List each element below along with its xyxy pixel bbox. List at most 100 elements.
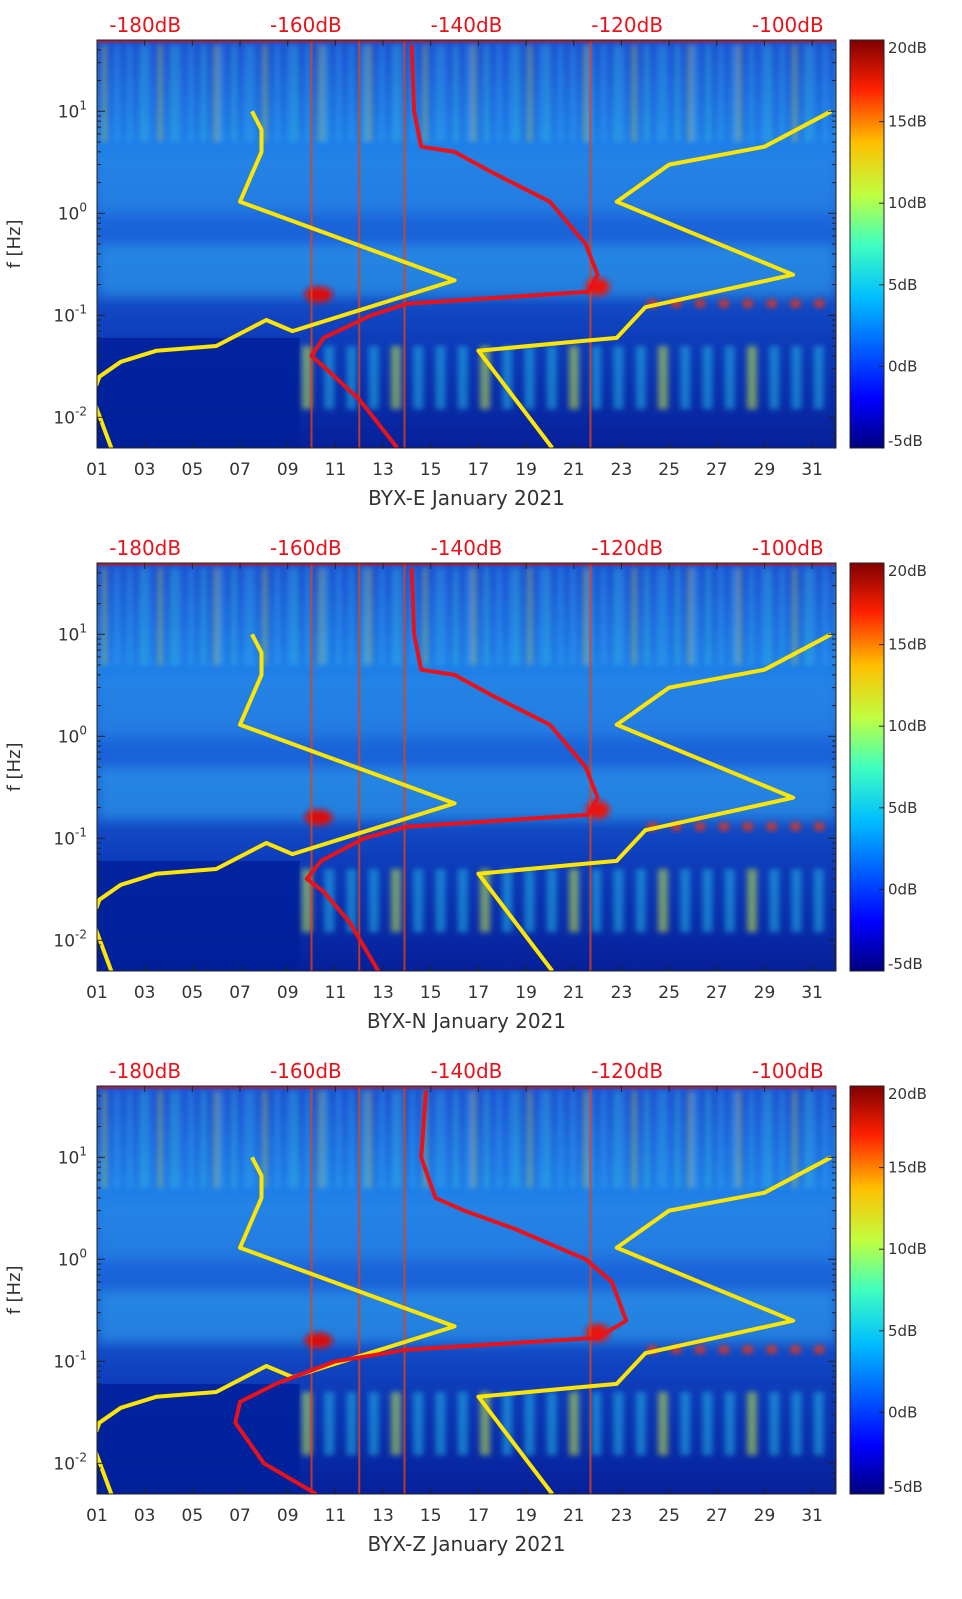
x-tick-label: 21 <box>563 460 585 480</box>
colorbar-label: 15dB <box>888 636 927 654</box>
lf-bars <box>302 869 824 933</box>
colorbar-label: -5dB <box>888 432 923 450</box>
db-axis-label: -120dB <box>591 13 663 37</box>
x-tick-label: 29 <box>754 1506 776 1526</box>
y-axis-label: f [Hz] <box>4 742 25 791</box>
x-tick-label: 13 <box>372 983 394 1003</box>
low-power-region <box>97 860 300 971</box>
x-tick-label: 27 <box>706 1506 728 1526</box>
spectrogram-area <box>97 40 836 448</box>
x-tick-label: 29 <box>754 983 776 1003</box>
x-tick-label: 25 <box>658 983 680 1003</box>
y-tick-label: 10-2 <box>53 1450 87 1474</box>
x-tick-label: 27 <box>706 460 728 480</box>
y-axis-label: f [Hz] <box>4 1265 25 1314</box>
x-tick-label: 15 <box>420 460 442 480</box>
db-axis-label: -180dB <box>109 536 181 560</box>
colorbar-label: 20dB <box>888 39 927 57</box>
colorbar-label: 5dB <box>888 276 917 294</box>
spectrogram-area <box>97 563 836 971</box>
y-tick-label: 101 <box>58 1144 87 1168</box>
high-noise-model-line <box>476 632 833 971</box>
x-tick-label: 13 <box>372 460 394 480</box>
colorbar-label: 5dB <box>888 1322 917 1340</box>
y-tick-label: 10-1 <box>53 1348 87 1372</box>
x-tick-label: 17 <box>468 460 490 480</box>
colorbar-label: 20dB <box>888 562 927 580</box>
x-tick-label: 05 <box>182 983 204 1003</box>
db-axis-label: -140dB <box>431 536 503 560</box>
colorbar-label: 5dB <box>888 799 917 817</box>
db-axis-label: -180dB <box>109 13 181 37</box>
x-tick-label: 13 <box>372 1506 394 1526</box>
x-tick-label: 21 <box>563 1506 585 1526</box>
x-tick-label: 31 <box>801 460 823 480</box>
high-noise-model-line <box>476 109 833 448</box>
y-tick-label: 100 <box>58 1246 87 1270</box>
x-tick-label: 15 <box>420 983 442 1003</box>
db-axis-label: -160dB <box>270 13 342 37</box>
x-tick-label: 19 <box>515 460 537 480</box>
x-tick-label: 07 <box>229 1506 251 1526</box>
db-axis-label: -120dB <box>591 1059 663 1083</box>
x-axis-label: BYX-E January 2021 <box>368 486 565 510</box>
db-axis-label: -100dB <box>752 536 824 560</box>
low-power-region <box>97 1383 300 1494</box>
x-tick-label: 07 <box>229 460 251 480</box>
colorbar-label: 15dB <box>888 1159 927 1177</box>
low-noise-model-line <box>97 1156 457 1494</box>
panel-1: 01 03 05 07 09 11 13 15 17 19 21 23 25 27 29 31 101 100 10… <box>4 13 927 510</box>
x-tick-label: 19 <box>515 983 537 1003</box>
x-tick-label: 15 <box>420 1506 442 1526</box>
x-tick-label: 11 <box>325 1506 347 1526</box>
y-tick-label: 100 <box>58 723 87 747</box>
low-noise-model-line <box>97 633 457 971</box>
db-axis-label: -140dB <box>431 13 503 37</box>
low-noise-model-line <box>97 110 457 448</box>
x-tick-label: 01 <box>86 983 108 1003</box>
colorbar: 20dB 15dB 10dB 5dB 0dB -5dB <box>849 1085 927 1496</box>
colorbar: 20dB 15dB 10dB 5dB 0dB -5dB <box>849 39 927 450</box>
db-axis-label: -160dB <box>270 1059 342 1083</box>
hf-streaks <box>103 1090 827 1188</box>
x-tick-label: 11 <box>325 460 347 480</box>
x-tick-label: 03 <box>134 1506 156 1526</box>
x-tick-label: 01 <box>86 460 108 480</box>
y-tick-label: 10-2 <box>53 927 87 951</box>
db-axis-label: -100dB <box>752 1059 824 1083</box>
panel-2: 01 03 05 07 09 11 13 15 17 19 21 23 25 27 29 31 101 100 10… <box>4 536 927 1033</box>
x-tick-label: 03 <box>134 983 156 1003</box>
x-tick-label: 25 <box>658 1506 680 1526</box>
x-tick-label: 17 <box>468 983 490 1003</box>
x-tick-label: 03 <box>134 460 156 480</box>
db-axis-label: -100dB <box>752 13 824 37</box>
colorbar-label: 20dB <box>888 1085 927 1103</box>
y-tick-label: 10-1 <box>53 302 87 326</box>
x-tick-label: 29 <box>754 460 776 480</box>
x-tick-label: 01 <box>86 1506 108 1526</box>
db-axis-label: -180dB <box>109 1059 181 1083</box>
microseism-band <box>97 151 836 298</box>
x-tick-label: 07 <box>229 983 251 1003</box>
low-power-region <box>97 337 300 448</box>
x-tick-label: 23 <box>611 983 633 1003</box>
colorbar-label: 0dB <box>888 1403 917 1421</box>
colorbar-label: 0dB <box>888 357 917 375</box>
y-tick-label: 101 <box>58 98 87 122</box>
colorbar-label: -5dB <box>888 955 923 973</box>
x-axis-label: BYX-Z January 2021 <box>368 1532 566 1556</box>
db-axis-label: -120dB <box>591 536 663 560</box>
x-tick-label: 09 <box>277 1506 299 1526</box>
lf-bars <box>302 346 824 410</box>
x-tick-label: 05 <box>182 460 204 480</box>
y-tick-label: 101 <box>58 621 87 645</box>
x-tick-label: 23 <box>611 1506 633 1526</box>
x-tick-label: 19 <box>515 1506 537 1526</box>
y-tick-label: 100 <box>58 200 87 224</box>
colorbar-label: 0dB <box>888 880 917 898</box>
x-tick-label: 23 <box>611 460 633 480</box>
db-axis-label: -160dB <box>270 536 342 560</box>
colorbar-label: 10dB <box>888 194 927 212</box>
colorbar-label: 15dB <box>888 113 927 131</box>
